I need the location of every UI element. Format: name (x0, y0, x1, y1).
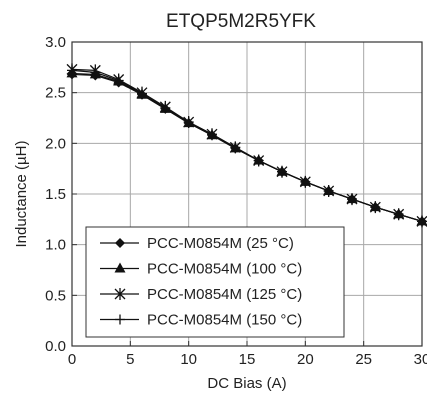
data-point (207, 129, 217, 140)
x-tick-label: 10 (180, 351, 197, 368)
data-point (417, 216, 427, 227)
data-point (323, 185, 334, 196)
x-tick-label: 25 (355, 351, 372, 368)
legend-entry: PCC-M0854M (150 °C) (100, 312, 302, 329)
y-tick-label: 2.5 (45, 85, 66, 102)
data-point (230, 142, 241, 153)
data-point (183, 117, 194, 128)
series-4 (67, 65, 427, 227)
data-point (253, 155, 264, 166)
legend-entry: PCC-M0854M (100 °C) (100, 261, 302, 278)
x-tick-label: 0 (68, 351, 76, 368)
data-point (347, 194, 357, 205)
y-tick-label: 0.5 (45, 287, 66, 304)
legend-label: PCC-M0854M (125 °C) (147, 286, 302, 303)
legend-entry: PCC-M0854M (25 °C) (100, 235, 294, 252)
y-tick-label: 1.0 (45, 237, 66, 254)
data-point (277, 166, 287, 177)
legend-entry: PCC-M0854M (125 °C) (100, 286, 302, 303)
legend-label: PCC-M0854M (150 °C) (147, 312, 302, 329)
legend-marker (114, 288, 126, 300)
data-point (137, 88, 147, 99)
data-point (300, 176, 311, 187)
x-tick-label: 5 (126, 351, 134, 368)
x-tick-label: 30 (414, 351, 427, 368)
data-point (160, 102, 171, 113)
y-axis-label: Inductance (µH) (13, 140, 30, 247)
data-point (90, 67, 101, 78)
chart-title: ETQP5M2R5YFK (166, 11, 316, 32)
y-axis-ticks: 0.0 0.5 1.0 1.5 2.0 2.5 3.0 (45, 34, 77, 355)
y-tick-label: 2.0 (45, 135, 66, 152)
legend-box (85, 226, 345, 338)
x-axis-label: DC Bias (A) (207, 375, 286, 392)
data-point (67, 65, 77, 76)
legend-marker (114, 262, 126, 273)
data-point (393, 209, 404, 220)
data-point (113, 75, 124, 86)
data-point (370, 202, 381, 213)
legend-marker (115, 238, 125, 248)
x-tick-label: 15 (239, 351, 256, 368)
y-tick-label: 1.5 (45, 186, 66, 203)
x-axis-ticks: 0 5 10 15 20 25 30 (68, 341, 427, 368)
series-line (71, 69, 423, 222)
legend-label: PCC-M0854M (25 °C) (147, 235, 294, 252)
legend: PCC-M0854M (25 °C) PCC-M0854M (100 °C) PCC… (85, 226, 345, 338)
legend-label: PCC-M0854M (100 °C) (147, 261, 302, 278)
y-tick-label: 3.0 (45, 34, 66, 51)
series-layer (66, 63, 427, 228)
x-tick-label: 20 (297, 351, 314, 368)
legend-marker (115, 314, 125, 325)
y-tick-label: 0.0 (45, 338, 66, 355)
